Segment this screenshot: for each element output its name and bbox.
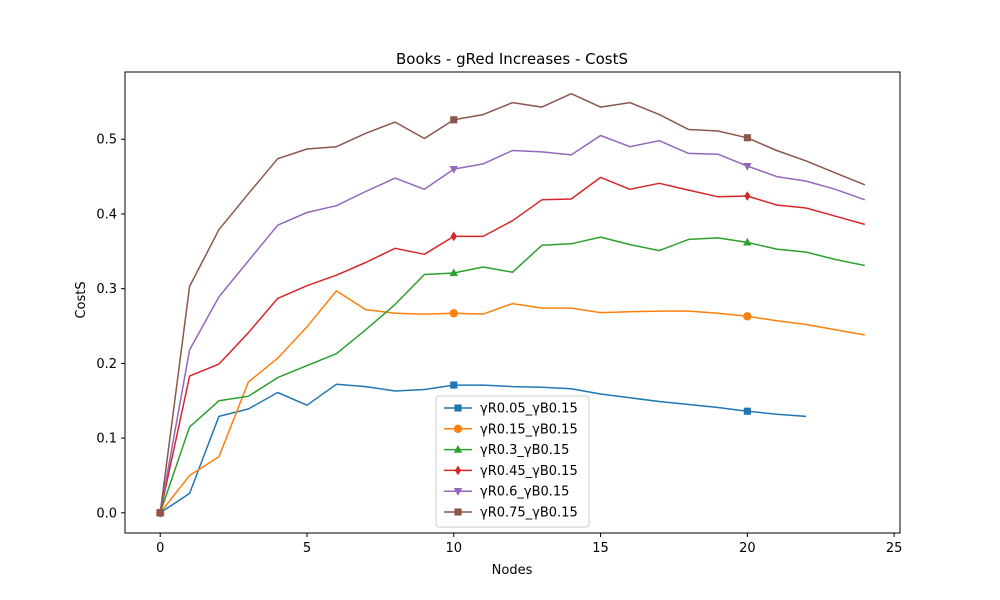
legend-label: γR0.6_γB0.15 xyxy=(480,485,569,500)
legend-box xyxy=(435,395,590,528)
legend-label: γR0.75_γB0.15 xyxy=(480,506,578,521)
legend-label: γR0.3_γB0.15 xyxy=(480,443,569,458)
legend-item: γR0.75_γB0.15 xyxy=(444,506,578,521)
data-point xyxy=(156,509,164,517)
legend-marker xyxy=(453,488,463,496)
legend-marker xyxy=(453,444,463,453)
data-point xyxy=(450,116,458,124)
data-point xyxy=(744,191,751,201)
legend-marker xyxy=(454,404,462,412)
legend-item: γR0.3_γB0.15 xyxy=(444,443,569,458)
y-tick-label: 0.3 xyxy=(96,282,117,297)
y-tick-label: 0.2 xyxy=(96,357,117,372)
legend-item: γR0.45_γB0.15 xyxy=(444,464,578,479)
plot-frame xyxy=(124,71,901,534)
series-line xyxy=(159,383,807,514)
data-point xyxy=(743,237,752,246)
series-6 xyxy=(156,92,866,517)
data-point xyxy=(743,312,752,321)
y-tick-label: 0.4 xyxy=(96,207,117,222)
legend-item: γR0.6_γB0.15 xyxy=(444,485,569,500)
legend-marker xyxy=(454,465,462,476)
y-tick-label: 0.1 xyxy=(96,432,117,447)
legend-label: γR0.05_γB0.15 xyxy=(480,402,578,417)
x-axis-title: Nodes xyxy=(492,563,533,578)
data-point xyxy=(449,309,458,318)
data-point xyxy=(449,165,458,174)
legend-label: γR0.45_γB0.15 xyxy=(480,464,578,479)
legend-item: γR0.15_γB0.15 xyxy=(444,422,578,437)
legend-marker xyxy=(454,508,462,516)
x-tick-label: 25 xyxy=(886,541,903,556)
legend-item: γR0.05_γB0.15 xyxy=(444,402,578,417)
x-tick-label: 20 xyxy=(739,541,756,556)
data-point xyxy=(743,134,751,142)
y-axis-title: CostS xyxy=(74,281,89,318)
data-point xyxy=(449,268,458,277)
x-tick-label: 10 xyxy=(446,541,463,556)
data-point xyxy=(450,381,458,389)
plot-area xyxy=(156,92,866,518)
x-axis: 0 5 10 15 20 25 xyxy=(156,533,902,556)
legend: γR0.05_γB0.15 γR0.15_γB0.15 γR0.3_γB0.15 γR… xyxy=(435,395,590,528)
legend-label: γR0.15_γB0.15 xyxy=(480,422,578,437)
y-axis: 0.0 0.1 0.2 0.3 0.4 0.5 xyxy=(96,133,125,521)
x-tick-label: 0 xyxy=(156,541,164,556)
data-point xyxy=(450,231,457,242)
y-tick-label: 0.5 xyxy=(96,133,117,148)
chart-title: Books - gRed Increases - CostS xyxy=(396,50,628,68)
data-point xyxy=(743,407,751,415)
data-point xyxy=(743,162,752,171)
y-tick-label: 0.0 xyxy=(96,506,117,521)
x-tick-label: 15 xyxy=(592,541,609,556)
legend-marker xyxy=(453,424,463,433)
x-tick-label: 5 xyxy=(303,541,311,556)
